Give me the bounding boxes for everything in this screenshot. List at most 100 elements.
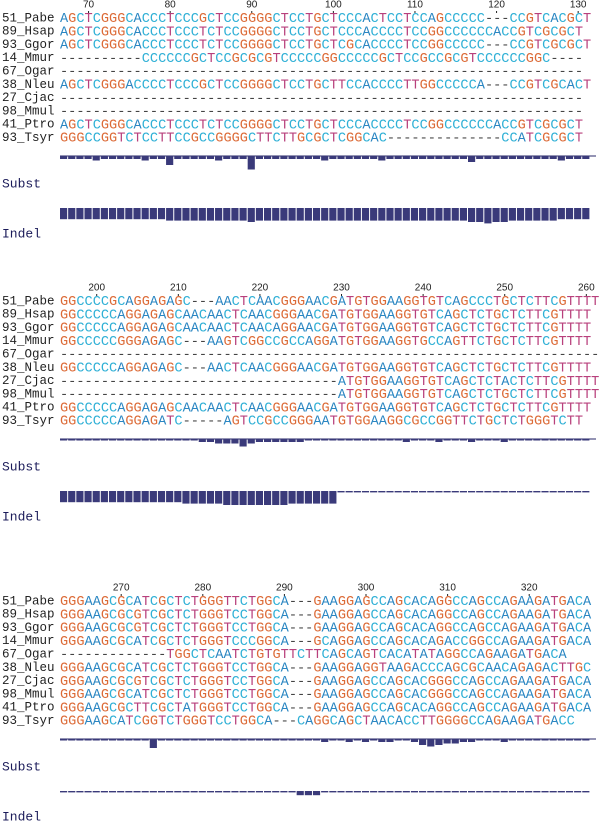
indel-bar (190, 791, 198, 793)
subst-bar (304, 439, 312, 441)
subst-bar (582, 439, 590, 441)
indel-bar (100, 208, 108, 220)
indel-bar (476, 491, 484, 493)
sequence: GGGCCGGTCTCCTTCCGCCGGGGCTTCTTGCGCTCGGCAC… (60, 131, 583, 146)
indel-bar (312, 491, 321, 504)
sequence: ----------------------------------------… (60, 105, 583, 120)
sequence: AGCTCGGGCACCCTCCCTCTCCGGGGCTCCTGCTCCCACC… (60, 25, 583, 40)
indel-bar (133, 791, 141, 793)
indel-bar (198, 791, 206, 793)
species-name: 14_Mmur (2, 334, 55, 348)
position-tick: 290 (276, 583, 293, 594)
species-name: 67_Ogar (2, 647, 55, 661)
subst-bar (468, 739, 476, 742)
indel-bar (223, 491, 231, 505)
indel-bar (516, 208, 525, 221)
indel-bar (272, 791, 280, 793)
subst-bar (60, 439, 68, 441)
species-name: 98_Mmul (2, 687, 55, 701)
indel-bar (92, 491, 100, 503)
subst-bar (337, 439, 345, 441)
subst-bar (92, 739, 100, 741)
subst-bar (329, 739, 337, 741)
indel-bar (264, 208, 272, 221)
subst-bar (484, 439, 492, 441)
subst-bar (500, 156, 508, 159)
subst-bar (296, 156, 304, 159)
indel-bar (133, 208, 141, 220)
indel-bar (264, 491, 272, 505)
indel-bar (378, 208, 386, 221)
subst-bar (492, 739, 500, 741)
indel-bar (157, 491, 166, 503)
subst-bar (565, 439, 574, 441)
indel-bar (182, 208, 190, 221)
subst-bar (288, 439, 296, 442)
subst-bar (76, 739, 84, 741)
position-tick: 310 (439, 583, 456, 594)
subst-bar (125, 156, 133, 159)
position-tick: 120 (488, 0, 505, 11)
sequence: GGCCCCCAGGAGAGC---AACTCAACGGGAACGATGTGGA… (60, 361, 591, 376)
subst-bar (231, 156, 239, 159)
subst-bar (549, 439, 557, 441)
indel-bar (215, 208, 223, 221)
subst-bar (92, 439, 100, 441)
indel-bar (272, 208, 280, 221)
subst-bar (582, 156, 590, 159)
subst-label: Subst (2, 459, 41, 474)
subst-bar (100, 739, 108, 741)
indel-bar (125, 208, 133, 220)
subst-bar (117, 739, 125, 741)
subst-bar (255, 739, 263, 741)
subst-bar (125, 739, 133, 741)
subst-bar (108, 156, 117, 159)
subst-bar (68, 739, 76, 741)
indel-bar (206, 208, 215, 221)
subst-bar (525, 439, 533, 441)
indel-bar (215, 491, 223, 504)
subst-bar (264, 156, 272, 159)
indel-bar (125, 791, 133, 793)
subst-bar (565, 156, 574, 159)
indel-bar (264, 791, 272, 793)
indel-bar (296, 491, 304, 504)
indel-bar (206, 491, 215, 504)
position-tick: 250 (496, 283, 513, 294)
subst-bar (557, 739, 565, 741)
species-name: 38_Nleu (2, 78, 55, 92)
species-name: 51_Pabe (2, 294, 55, 308)
subst-bar (247, 439, 255, 444)
indel-bar (468, 208, 476, 222)
indel-bar (68, 791, 76, 793)
indel-bar (255, 791, 263, 793)
indel-bar (166, 208, 174, 221)
indel-bar (280, 791, 288, 793)
subst-bar (533, 439, 541, 441)
indel-bar (468, 491, 476, 493)
subst-bar (557, 156, 565, 161)
indel-bar (459, 791, 467, 793)
species-name: 41_Ptro (2, 701, 55, 715)
sequence: ----------------------------------------… (60, 91, 583, 106)
subst-bar (378, 156, 386, 161)
indel-bar (402, 208, 410, 221)
subst-bar (157, 156, 166, 159)
subst-bar (321, 739, 329, 742)
subst-bar (459, 739, 467, 742)
subst-bar (215, 156, 223, 161)
indel-bar (157, 791, 166, 793)
subst-bar (108, 439, 117, 441)
subst-bar (247, 739, 255, 741)
indel-bar (190, 208, 198, 221)
subst-bar (321, 439, 329, 441)
subst-bar (239, 439, 247, 447)
subst-bar (198, 439, 206, 442)
subst-bar (484, 739, 492, 741)
subst-bar (345, 739, 353, 742)
indel-bar (565, 491, 574, 493)
species-name: 67_Ogar (2, 64, 55, 78)
indel-bar (272, 491, 280, 505)
indel-bar (549, 791, 557, 793)
subst-bar (296, 439, 304, 442)
